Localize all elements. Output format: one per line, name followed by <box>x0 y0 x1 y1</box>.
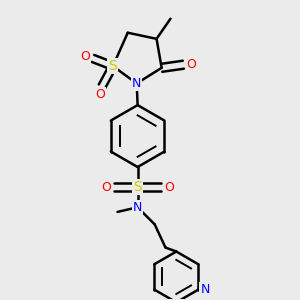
Text: S: S <box>133 180 142 194</box>
Text: O: O <box>165 181 174 194</box>
Text: N: N <box>132 77 141 90</box>
Text: N: N <box>133 201 142 214</box>
Text: S: S <box>109 59 117 73</box>
Text: O: O <box>101 181 111 194</box>
Text: O: O <box>80 50 90 63</box>
Text: O: O <box>96 88 105 101</box>
Text: O: O <box>186 58 196 71</box>
Text: N: N <box>200 283 210 296</box>
